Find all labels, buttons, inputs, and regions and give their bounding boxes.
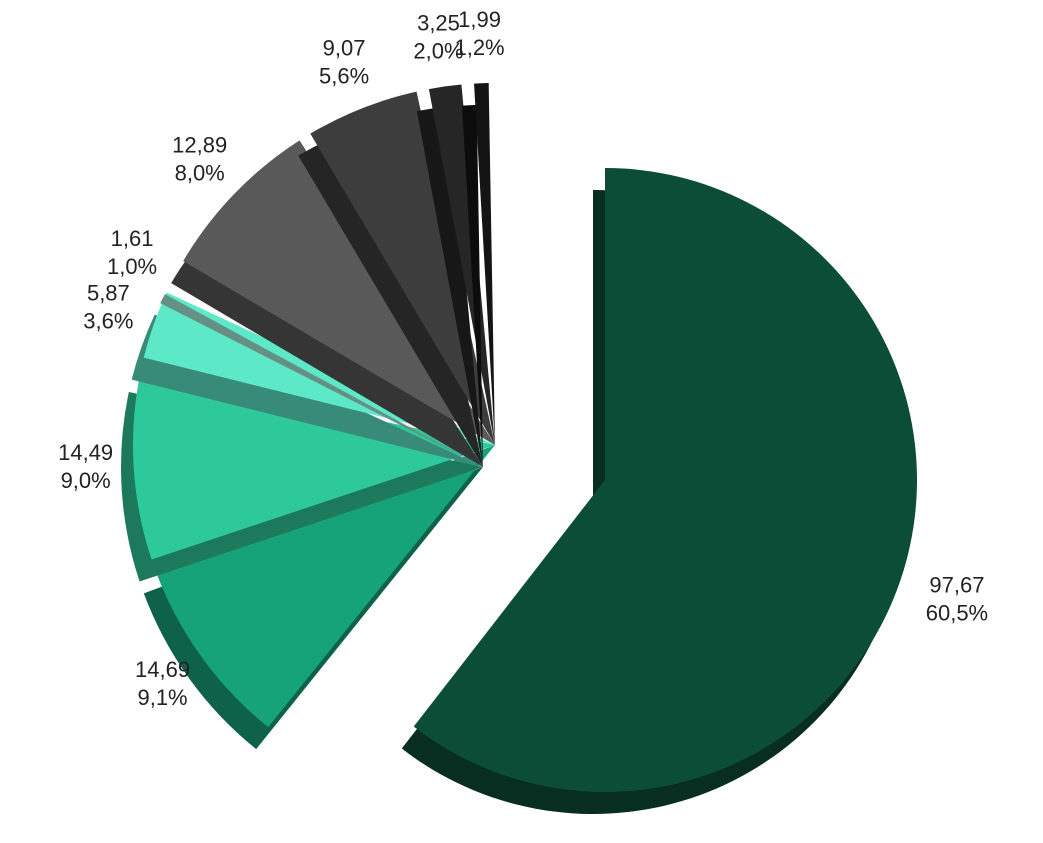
percent-label: 2,0% <box>413 39 463 64</box>
value-label: 9,07 <box>323 36 366 61</box>
value-label: 14,49 <box>58 440 113 465</box>
slice <box>155 445 495 728</box>
percent-label: 9,0% <box>61 468 111 493</box>
slice-depth <box>160 294 484 467</box>
value-label: 1,61 <box>111 226 154 251</box>
slice-depth <box>416 106 483 468</box>
slice <box>310 91 495 446</box>
value-label: 3,25 <box>417 11 460 36</box>
slice-depth <box>298 113 483 468</box>
slice-depth <box>462 105 483 468</box>
percent-label: 60,5% <box>926 600 988 625</box>
value-label: 12,89 <box>172 132 227 157</box>
percent-label: 1,0% <box>107 254 157 279</box>
value-label: 1,99 <box>458 7 501 32</box>
slice <box>474 83 495 446</box>
percent-label: 8,0% <box>175 160 225 185</box>
value-label: 5,87 <box>87 280 130 305</box>
percent-label: 3,6% <box>83 308 133 333</box>
percent-label: 5,6% <box>319 64 369 89</box>
value-label: 97,67 <box>929 572 984 597</box>
percent-label: 9,1% <box>137 685 187 710</box>
slice <box>183 140 496 446</box>
value-label: 14,69 <box>135 657 190 682</box>
slice <box>132 369 495 560</box>
slice <box>413 168 918 792</box>
percent-label: 1,2% <box>454 35 504 60</box>
